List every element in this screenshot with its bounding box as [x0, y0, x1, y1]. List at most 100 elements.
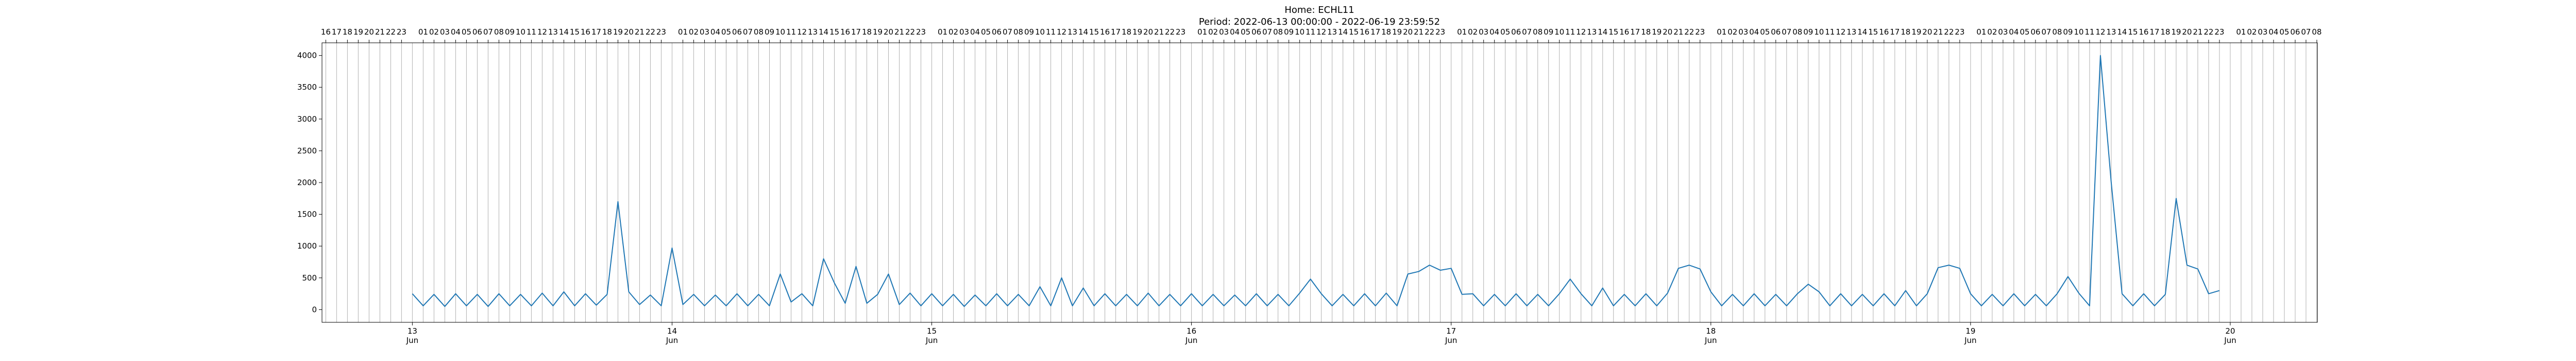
- x2-tick-label: 09: [2063, 27, 2073, 37]
- data-line: [412, 55, 2220, 307]
- x2-tick-label: 05: [981, 27, 991, 37]
- y-tick-label: 2000: [297, 178, 317, 187]
- x2-tick-label: 05: [2020, 27, 2029, 37]
- x2-tick-label: 21: [894, 27, 904, 37]
- x-tick-label: 19 Jun: [1964, 326, 1976, 345]
- x2-tick-label: 14: [1598, 27, 1607, 37]
- x2-tick-label: 06: [732, 27, 742, 37]
- x2-tick-label: 05: [1760, 27, 1770, 37]
- x2-tick-label: 15: [1349, 27, 1359, 37]
- x2-tick-label: 19: [1652, 27, 1662, 37]
- x2-tick-label: 21: [1154, 27, 1164, 37]
- x2-tick-label: 23: [1176, 27, 1185, 37]
- x2-tick-label: 23: [397, 27, 406, 37]
- x2-tick-label: 05: [1241, 27, 1250, 37]
- x2-tick-label: 18: [862, 27, 872, 37]
- x2-tick-label: 17: [1890, 27, 1900, 37]
- x2-tick-label: 03: [1738, 27, 1748, 37]
- x2-tick-label: 11: [2084, 27, 2094, 37]
- x-tick-label: 18 Jun: [1704, 326, 1717, 345]
- x2-tick-label: 11: [1046, 27, 1056, 37]
- x2-tick-label: 21: [1933, 27, 1943, 37]
- x2-tick-label: 08: [494, 27, 504, 37]
- x2-tick-label: 14: [1857, 27, 1867, 37]
- x2-tick-label: 19: [613, 27, 623, 37]
- x2-tick-label: 13: [548, 27, 558, 37]
- x2-tick-label: 09: [765, 27, 774, 37]
- x2-tick-label: 11: [1565, 27, 1575, 37]
- x2-tick-label: 17: [591, 27, 601, 37]
- x2-tick-label: 07: [1262, 27, 1272, 37]
- x2-tick-label: 16: [1879, 27, 1889, 37]
- x2-tick-label: 09: [1024, 27, 1034, 37]
- x2-tick-label: 01: [1717, 27, 1726, 37]
- x2-tick-label: 23: [1435, 27, 1445, 37]
- chart-subtitle: Period: 2022-06-13 00:00:00 - 2022-06-19…: [1199, 17, 1440, 27]
- x2-tick-label: 10: [2074, 27, 2083, 37]
- x2-tick-label: 03: [440, 27, 450, 37]
- x2-tick-label: 15: [1868, 27, 1878, 37]
- x2-tick-label: 10: [1554, 27, 1564, 37]
- x2-tick-label: 18: [1641, 27, 1651, 37]
- x2-tick-label: 09: [505, 27, 515, 37]
- x2-tick-label: 17: [1630, 27, 1640, 37]
- x2-tick-label: 08: [1792, 27, 1802, 37]
- x2-tick-label: 13: [1327, 27, 1337, 37]
- x2-tick-label: 02: [1208, 27, 1218, 37]
- x2-tick-label: 01: [1457, 27, 1467, 37]
- x2-tick-label: 03: [1219, 27, 1229, 37]
- x2-tick-label: 06: [992, 27, 1002, 37]
- x2-tick-label: 06: [1251, 27, 1261, 37]
- x2-tick-label: 13: [1067, 27, 1077, 37]
- x2-tick-label: 04: [1489, 27, 1499, 37]
- x2-tick-label: 22: [1425, 27, 1434, 37]
- x2-tick-label: 19: [873, 27, 883, 37]
- x2-tick-label: 02: [1987, 27, 1997, 37]
- x2-tick-label: 10: [1295, 27, 1304, 37]
- x2-tick-label: 04: [2009, 27, 2019, 37]
- x2-tick-label: 16: [840, 27, 850, 37]
- x2-tick-label: 14: [1078, 27, 1088, 37]
- x2-tick-label: 20: [2182, 27, 2192, 37]
- x2-tick-label: 04: [2268, 27, 2278, 37]
- x2-tick-label: 21: [1414, 27, 1423, 37]
- x2-tick-label: 01: [418, 27, 428, 37]
- x2-tick-label: 12: [1316, 27, 1326, 37]
- x2-tick-label: 06: [1511, 27, 1521, 37]
- x2-tick-label: 04: [1749, 27, 1759, 37]
- x2-tick-label: 06: [2290, 27, 2300, 37]
- x2-tick-label: 16: [2139, 27, 2148, 37]
- x2-tick-label: 14: [2117, 27, 2127, 37]
- x2-tick-label: 21: [1673, 27, 1683, 37]
- x2-tick-label: 05: [462, 27, 471, 37]
- x2-tick-label: 07: [1522, 27, 1532, 37]
- x2-tick-label: 16: [581, 27, 590, 37]
- x2-tick-label: 16: [1619, 27, 1629, 37]
- x2-tick-label: 04: [970, 27, 980, 37]
- x2-tick-label: 13: [1587, 27, 1597, 37]
- x2-tick-label: 20: [884, 27, 893, 37]
- x2-tick-label: 06: [472, 27, 482, 37]
- x2-tick-label: 08: [1013, 27, 1023, 37]
- x2-tick-label: 12: [797, 27, 807, 37]
- x2-tick-label: 03: [2258, 27, 2267, 37]
- x2-tick-label: 02: [1468, 27, 1478, 37]
- x2-tick-label: 05: [1500, 27, 1510, 37]
- x2-tick-label: 22: [386, 27, 396, 37]
- x-tick-label: 15 Jun: [925, 326, 938, 345]
- x2-tick-label: 16: [1100, 27, 1110, 37]
- x2-tick-label: 08: [2312, 27, 2321, 37]
- x2-tick-label: 23: [1695, 27, 1705, 37]
- x2-tick-label: 03: [700, 27, 709, 37]
- x2-tick-label: 12: [537, 27, 547, 37]
- x2-tick-label: 08: [2052, 27, 2062, 37]
- x2-tick-label: 17: [1370, 27, 1380, 37]
- x2-tick-label: 13: [808, 27, 818, 37]
- x2-tick-label: 22: [1944, 27, 1954, 37]
- x2-tick-label: 20: [624, 27, 634, 37]
- x2-tick-label: 12: [1057, 27, 1066, 37]
- x2-tick-label: 22: [905, 27, 915, 37]
- x2-tick-label: 20: [1143, 27, 1153, 37]
- x2-tick-label: 14: [819, 27, 828, 37]
- x2-tick-label: 17: [332, 27, 342, 37]
